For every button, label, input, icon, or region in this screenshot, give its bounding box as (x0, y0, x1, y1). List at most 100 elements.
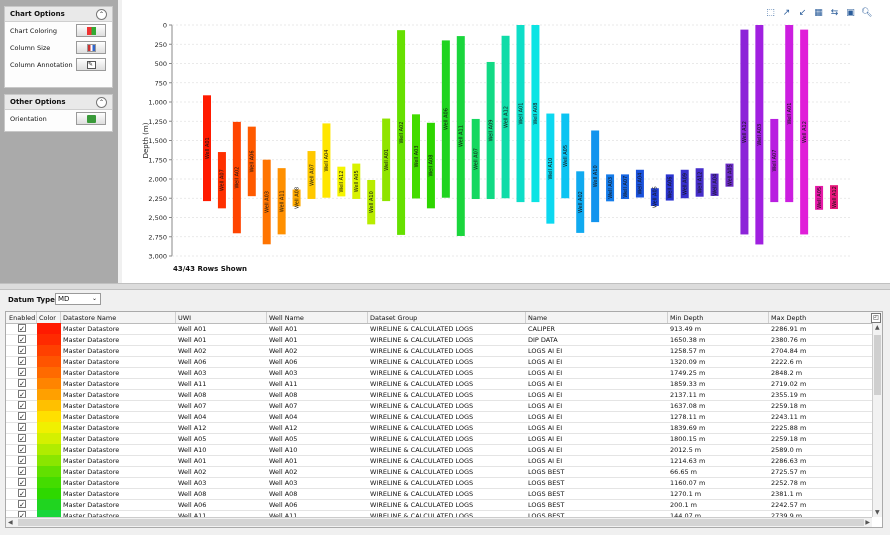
depth-bar[interactable] (650, 188, 659, 206)
table-row[interactable]: ✓ Master Datastore Well A12 Well A12 WIRELIN… (6, 422, 872, 434)
column-divider[interactable] (175, 312, 176, 323)
chart-options-header[interactable]: Chart Options ⌃ (5, 7, 112, 22)
enabled-checkbox[interactable]: ✓ (18, 423, 26, 432)
depth-bar[interactable] (247, 126, 256, 197)
depth-bar[interactable] (471, 118, 480, 200)
enabled-checkbox[interactable]: ✓ (18, 390, 26, 399)
depth-bar[interactable] (770, 118, 779, 203)
depth-bar[interactable] (367, 180, 376, 225)
depth-bar[interactable] (456, 36, 465, 236)
collapse-other-options-icon[interactable]: ⌃ (96, 97, 107, 108)
vertical-scrollbar[interactable]: ▲ ▼ (872, 323, 882, 517)
enabled-checkbox[interactable]: ✓ (18, 412, 26, 421)
column-divider[interactable] (667, 312, 668, 323)
enabled-checkbox[interactable]: ✓ (18, 478, 26, 487)
horizontal-scroll-thumb[interactable] (18, 519, 864, 526)
depth-bar[interactable] (277, 168, 286, 235)
color-swatch[interactable] (37, 323, 61, 334)
color-swatch[interactable] (37, 378, 61, 389)
enabled-checkbox[interactable]: ✓ (18, 434, 26, 443)
depth-bar[interactable] (203, 95, 211, 202)
color-swatch[interactable] (37, 334, 61, 345)
depth-bar[interactable] (740, 29, 749, 235)
enabled-checkbox[interactable]: ✓ (18, 368, 26, 377)
table-row[interactable]: ✓ Master Datastore Well A02 Well A02 WIRELIN… (6, 466, 872, 478)
enabled-checkbox[interactable]: ✓ (18, 357, 26, 366)
color-swatch[interactable] (37, 466, 61, 477)
depth-bar[interactable] (830, 185, 838, 210)
table-row[interactable]: ✓ Master Datastore Well A07 Well A07 WIRELIN… (6, 400, 872, 412)
color-swatch[interactable] (37, 411, 61, 422)
enabled-checkbox[interactable]: ✓ (18, 324, 26, 333)
table-row[interactable]: ✓ Master Datastore Well A08 Well A08 WIRELIN… (6, 389, 872, 401)
table-row[interactable]: ✓ Master Datastore Well A10 Well A10 WIRELIN… (6, 444, 872, 456)
zoom-box-icon[interactable]: ⬚ (766, 8, 775, 18)
column-divider[interactable] (525, 312, 526, 323)
column-header-well-name[interactable]: Well Name (269, 314, 304, 322)
enabled-checkbox[interactable]: ✓ (18, 379, 26, 388)
zoom-out-icon[interactable]: ↙ (798, 8, 807, 18)
column-header-name[interactable]: Name (528, 314, 548, 322)
depth-range-chart[interactable]: 0 250 500 750 1,000 1,250 1,500 1,750 2,000 2,250… (122, 0, 890, 283)
enabled-checkbox[interactable]: ✓ (18, 489, 26, 498)
export-icon[interactable]: ▣ (846, 8, 855, 18)
depth-bar[interactable] (292, 189, 301, 207)
enabled-checkbox[interactable]: ✓ (18, 335, 26, 344)
color-swatch[interactable] (37, 499, 61, 510)
column-chooser-icon[interactable]: ◰ (871, 313, 881, 323)
depth-bar[interactable] (800, 29, 809, 235)
depth-bar[interactable] (546, 113, 555, 224)
depth-bar[interactable] (815, 185, 824, 210)
collapse-chart-options-icon[interactable]: ⌃ (96, 9, 107, 20)
depth-bar[interactable] (441, 40, 450, 198)
depth-bar[interactable] (352, 163, 361, 199)
color-swatch[interactable] (37, 488, 61, 499)
color-swatch[interactable] (37, 477, 61, 488)
depth-bar[interactable] (412, 114, 420, 199)
column-header-color[interactable]: Color (39, 314, 56, 322)
table-icon[interactable]: ▦ (814, 8, 823, 18)
color-swatch[interactable] (37, 422, 61, 433)
depth-bar[interactable] (516, 25, 525, 203)
color-swatch[interactable] (37, 345, 61, 356)
orientation-button[interactable] (76, 112, 106, 125)
column-divider[interactable] (367, 312, 368, 323)
table-row[interactable]: ✓ Master Datastore Well A06 Well A06 WIRELIN… (6, 499, 872, 511)
column-header-datastore-name[interactable]: Datastore Name (63, 314, 117, 322)
table-row[interactable]: ✓ Master Datastore Well A02 Well A02 WIRELIN… (6, 345, 872, 357)
depth-bar[interactable] (397, 30, 406, 235)
column-divider[interactable] (266, 312, 267, 323)
enabled-checkbox[interactable]: ✓ (18, 401, 26, 410)
column-annotation-button[interactable]: ✎ (76, 58, 106, 71)
depth-bar[interactable] (232, 121, 241, 234)
depth-bar[interactable] (307, 151, 316, 199)
depth-bar[interactable] (680, 169, 689, 199)
depth-bar[interactable] (426, 122, 435, 209)
table-row[interactable]: ✓ Master Datastore Well A01 Well A01 WIRELIN… (6, 455, 872, 467)
table-row[interactable]: ✓ Master Datastore Well A06 Well A06 WIRELIN… (6, 356, 872, 368)
depth-bar[interactable] (710, 173, 719, 196)
color-swatch[interactable] (37, 400, 61, 411)
table-row[interactable]: ✓ Master Datastore Well A01 Well A01 WIRELIN… (6, 323, 872, 335)
enabled-checkbox[interactable]: ✓ (18, 346, 26, 355)
depth-bar[interactable] (665, 174, 674, 201)
table-row[interactable]: ✓ Master Datastore Well A03 Well A03 WIRELIN… (6, 477, 872, 489)
depth-bar[interactable] (591, 130, 600, 223)
scroll-up-icon[interactable]: ▲ (875, 324, 880, 331)
depth-bar[interactable] (725, 163, 734, 187)
color-swatch[interactable] (37, 389, 61, 400)
depth-bar[interactable] (755, 25, 764, 245)
column-divider[interactable] (60, 312, 61, 323)
datum-type-select[interactable]: MD ⌄ (55, 293, 101, 305)
column-divider[interactable] (768, 312, 769, 323)
depth-bar[interactable] (635, 169, 644, 198)
depth-bar[interactable] (576, 171, 585, 233)
color-swatch[interactable] (37, 433, 61, 444)
depth-bar[interactable] (561, 113, 570, 199)
color-swatch[interactable] (37, 455, 61, 466)
table-row[interactable]: ✓ Master Datastore Well A05 Well A05 WIRELIN… (6, 433, 872, 445)
depth-bar[interactable] (322, 123, 331, 198)
column-header-dataset-group[interactable]: Dataset Group (370, 314, 418, 322)
table-row[interactable]: ✓ Master Datastore Well A03 Well A03 WIRELIN… (6, 367, 872, 379)
color-swatch[interactable] (37, 444, 61, 455)
